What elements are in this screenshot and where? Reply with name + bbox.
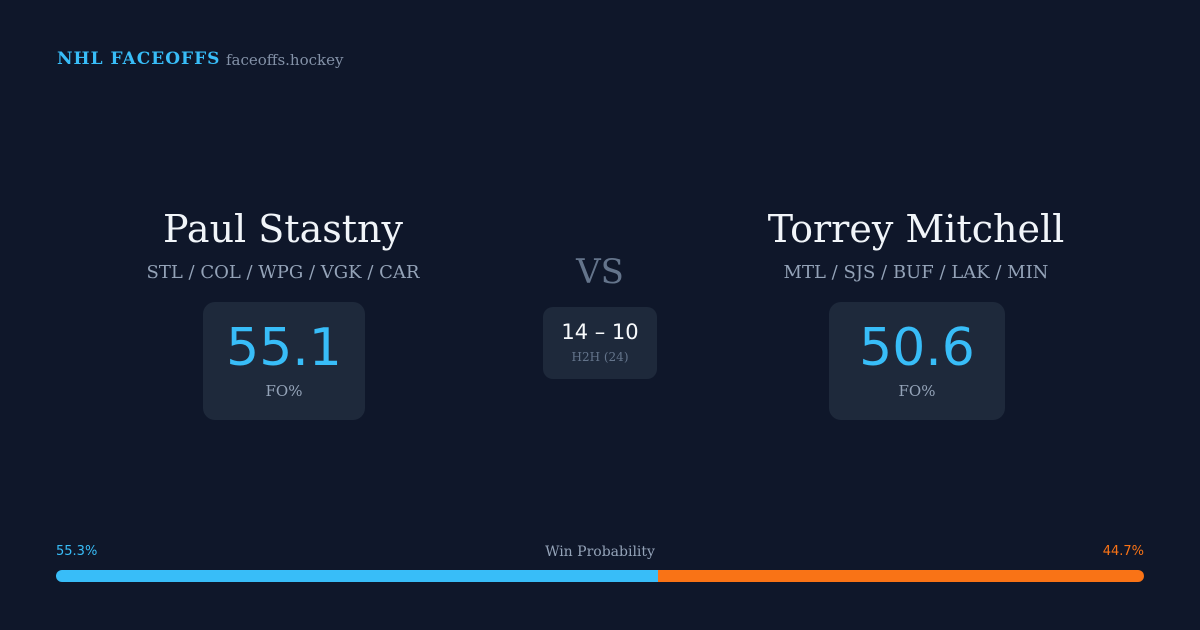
fo-label: FO% <box>898 382 936 400</box>
prob-right <box>657 570 1144 582</box>
fo-label: FO% <box>265 382 303 400</box>
h2h-label: H2H (24) <box>571 350 629 364</box>
brand: NHL FACEOFFS <box>57 49 221 69</box>
win-prob-label: Win Probability <box>545 544 655 560</box>
h2h-box: 14 – 10 H2H (24) <box>543 307 657 379</box>
stat-box: 55.1 FO% <box>203 302 365 420</box>
h2h-score: 14 – 10 <box>561 320 639 344</box>
player-teams: STL / COL / WPG / VGK / CAR <box>146 262 420 283</box>
prob-bar <box>56 570 1144 582</box>
player-teams: MTL / SJS / BUF / LAK / MIN <box>783 262 1049 283</box>
stat-box: 50.6 FO% <box>829 302 1005 420</box>
right-prob: 44.7% <box>1102 544 1144 559</box>
left-prob: 55.3% <box>56 544 98 559</box>
player-name: Paul Stastny <box>163 207 403 251</box>
prob-left <box>56 570 658 582</box>
player-name: Torrey Mitchell <box>767 207 1065 251</box>
site: faceoffs.hockey <box>226 51 344 69</box>
fo-pct: 50.6 <box>859 318 975 378</box>
vs: VS <box>576 252 624 292</box>
fo-pct: 55.1 <box>226 318 342 378</box>
